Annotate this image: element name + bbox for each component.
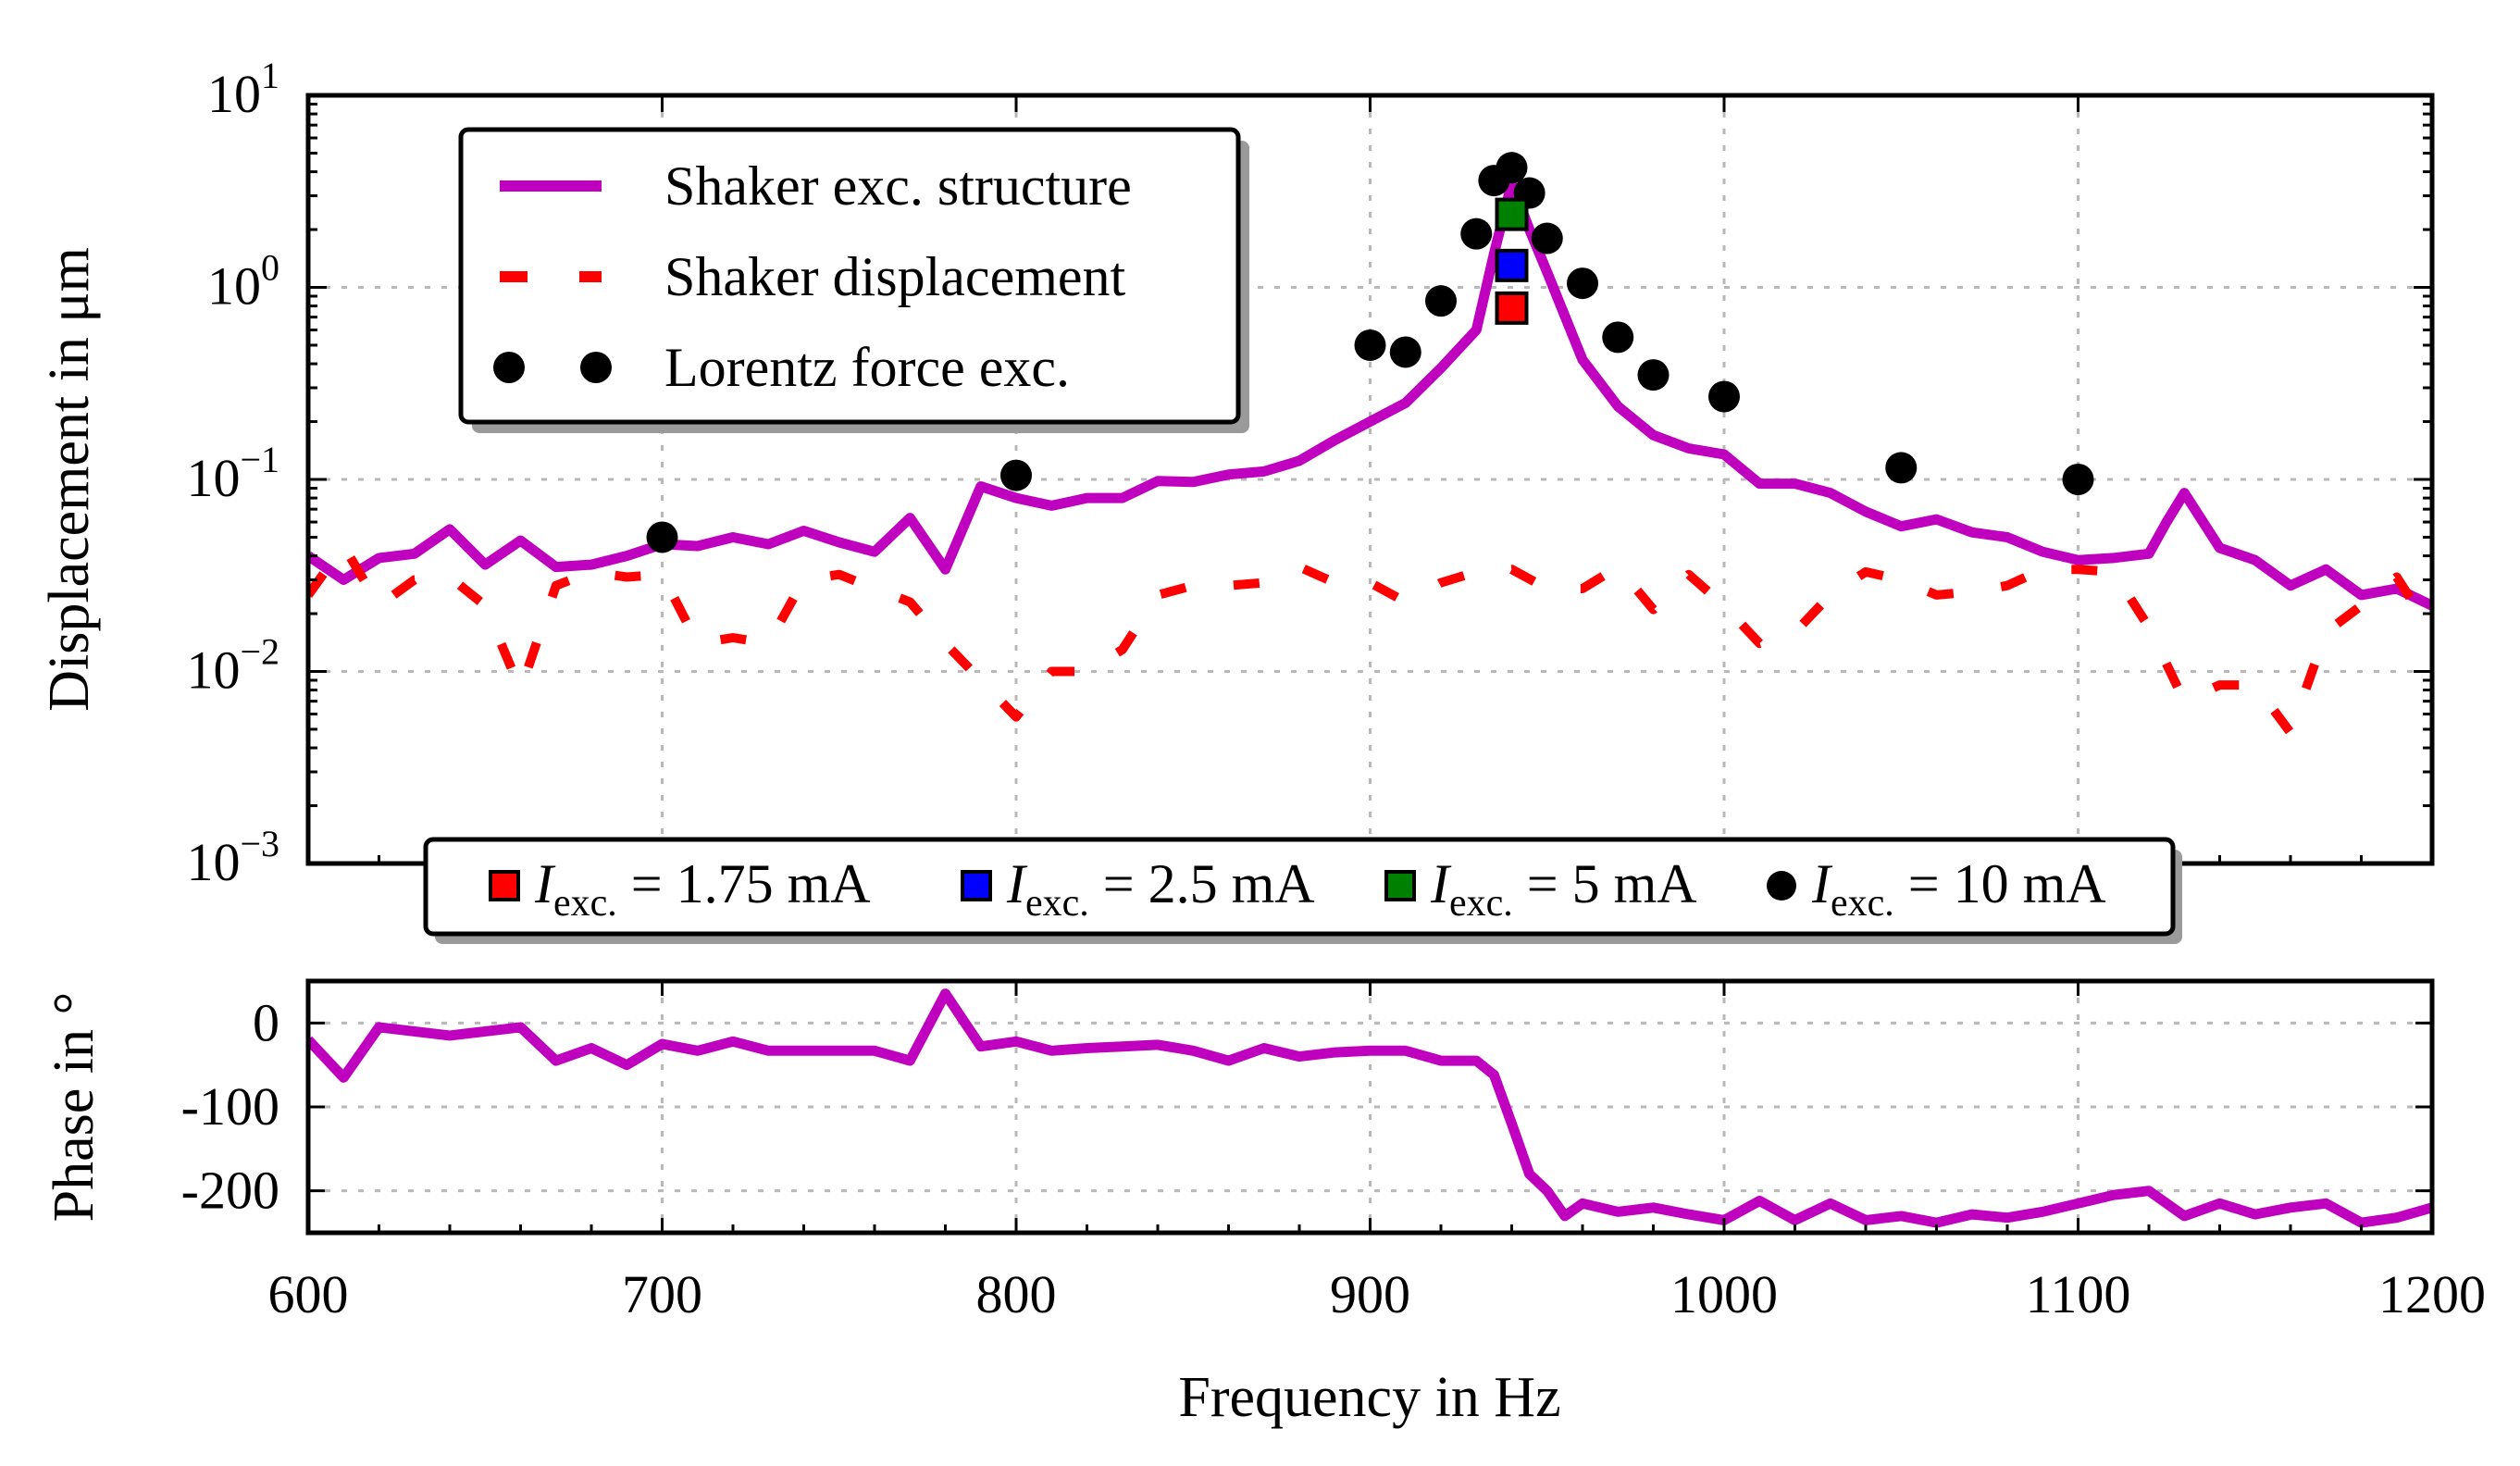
- structure-line: [308, 178, 2432, 611]
- lorentz-point: [1708, 380, 1740, 413]
- series-legend: Shaker exc. structure Shaker displacemen…: [458, 127, 1249, 433]
- phase-x-tick-label: 1200: [2378, 1264, 2486, 1324]
- current-marker-point: [1495, 248, 1529, 282]
- displacement-y-tick-label: 10−2: [186, 631, 279, 701]
- phase-y-tick-label: -100: [181, 1076, 279, 1137]
- legend-label-lorentz: Lorentz force exc.: [664, 337, 1070, 398]
- phase-x-tick-label: 1100: [2026, 1264, 2131, 1324]
- displacement-y-axis-title: Displacement in μm: [38, 247, 101, 712]
- lorentz-point: [1567, 267, 1598, 300]
- phase-x-tick-label: 600: [268, 1264, 349, 1324]
- displacement-y-tick-labels: 101 100 10−1 10−2 10−3: [186, 55, 279, 892]
- legend-label-structure: Shaker exc. structure: [664, 155, 1132, 217]
- lorentz-point: [2062, 464, 2094, 495]
- displacement-panel: 101 100 10−1 10−2 10−3 Displacement in μm Sh…: [38, 55, 2435, 892]
- lorentz-point: [1496, 152, 1528, 184]
- current-legend-swatch: [489, 870, 520, 901]
- lorentz-point: [1637, 359, 1670, 391]
- displacement-y-tick-label: 10−1: [186, 439, 279, 508]
- phase-x-tick-label: 1000: [1670, 1264, 1778, 1324]
- current-marker-point: [1495, 291, 1529, 325]
- current-legend-label: Iexc. = 1.75 mA: [534, 853, 871, 925]
- phase-gridlines: [308, 981, 2432, 1233]
- displacement-y-tick-label: 100: [207, 247, 279, 317]
- lorentz-point: [1885, 452, 1918, 484]
- displacement-y-tick-label: 101: [207, 55, 279, 124]
- legend-label-shaker: Shaker displacement: [664, 246, 1125, 307]
- displacement-ticks: [306, 93, 2434, 865]
- current-legend-swatch: [1767, 871, 1796, 901]
- displacement-series: [308, 152, 2432, 738]
- current-legend-swatch: [1384, 870, 1416, 901]
- lorentz-point: [646, 521, 678, 553]
- current-legend-label: Iexc. = 5 mA: [1430, 853, 1697, 925]
- lorentz-point: [1354, 329, 1386, 361]
- lorentz-point: [1531, 222, 1563, 255]
- x-axis-title: Frequency in Hz: [1178, 1366, 1560, 1429]
- lorentz-point: [1000, 459, 1032, 491]
- lorentz-point: [1602, 321, 1634, 354]
- lorentz-point: [1389, 336, 1421, 368]
- phase-y-tick-label: 0: [253, 992, 279, 1052]
- displacement-y-tick-label: 10−3: [186, 823, 279, 892]
- lorentz-point: [1460, 217, 1493, 250]
- phase-series: [308, 988, 2432, 1228]
- phase-y-axis-title: Phase in °: [43, 992, 106, 1223]
- current-legend-swatch: [961, 870, 992, 901]
- phase-x-tick-label: 900: [1330, 1264, 1410, 1324]
- current-legend-label: Iexc. = 2.5 mA: [1006, 853, 1315, 925]
- phase-x-tick-labels: 600 700 800 900 1000 1100 1200: [268, 1264, 2487, 1324]
- phase-y-tick-labels: 0 -100 -200: [181, 992, 279, 1220]
- current-legend: Iexc. = 1.75 mA Iexc. = 2.5 mA Iexc. = 5 m…: [423, 837, 2182, 944]
- current-marker-point: [1495, 197, 1529, 231]
- phase-x-tick-label: 700: [622, 1264, 702, 1324]
- legend-swatch-lorentz-1: [493, 352, 525, 383]
- shaker-displacement-line: [308, 541, 2432, 738]
- phase-x-tick-label: 800: [976, 1264, 1057, 1324]
- lorentz-point: [1425, 285, 1457, 317]
- current-legend-label: Iexc. = 10 mA: [1811, 853, 2106, 925]
- legend-swatch-lorentz-2: [580, 352, 612, 383]
- phase-y-tick-label: -200: [181, 1161, 279, 1221]
- phase-line: [308, 988, 2432, 1228]
